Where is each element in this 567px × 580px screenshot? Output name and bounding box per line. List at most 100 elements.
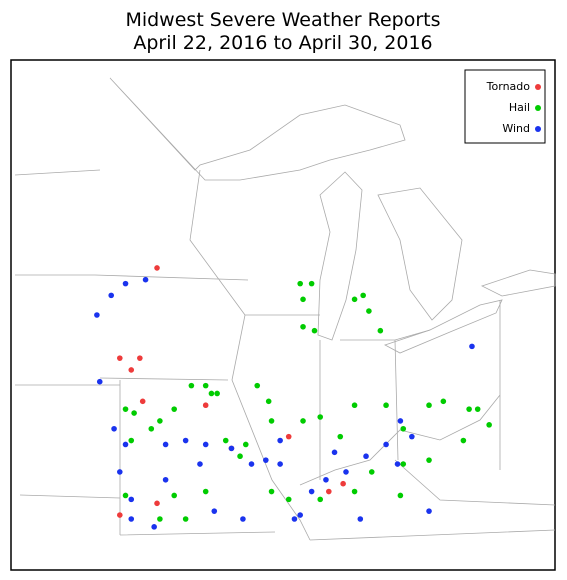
report-dot — [117, 512, 123, 518]
report-dot — [211, 508, 218, 514]
report-dot — [383, 402, 389, 409]
report-dot — [128, 437, 135, 444]
title-line: Midwest Severe Weather Reports — [125, 9, 440, 31]
report-dot — [157, 516, 163, 522]
report-dot — [466, 406, 472, 412]
report-dot — [108, 292, 115, 299]
legend-label: Tornado — [486, 80, 531, 93]
report-dot — [469, 343, 475, 350]
report-dot — [117, 355, 123, 361]
title-line: April 22, 2016 to April 30, 2016 — [133, 32, 432, 54]
report-dot — [139, 398, 146, 405]
report-dot — [397, 418, 404, 424]
report-dot — [326, 488, 332, 495]
report-dot — [228, 445, 235, 452]
report-dot — [397, 492, 404, 499]
report-dot — [162, 476, 169, 483]
report-dot — [317, 496, 324, 503]
report-dot — [383, 441, 389, 448]
report-dot — [360, 292, 366, 299]
report-dot — [171, 492, 177, 499]
report-dot — [154, 500, 160, 507]
report-dot — [394, 461, 401, 467]
report-dot — [426, 402, 432, 409]
report-dot — [300, 296, 306, 303]
report-dot — [117, 469, 123, 475]
report-dot — [128, 367, 135, 373]
report-dot — [128, 516, 135, 522]
report-dot — [409, 433, 415, 440]
report-dot — [343, 469, 349, 475]
report-dot — [197, 461, 203, 467]
report-dot — [148, 425, 155, 432]
report-dot — [268, 488, 275, 495]
report-dot — [366, 308, 372, 314]
report-dot — [460, 437, 467, 444]
report-dot — [357, 516, 364, 522]
report-dot — [137, 355, 143, 361]
report-dot — [94, 312, 100, 318]
report-dot — [377, 327, 384, 334]
report-dot — [351, 488, 358, 495]
report-dot — [142, 276, 149, 283]
report-dot — [202, 441, 209, 448]
report-dot — [268, 418, 275, 424]
report-dot — [308, 488, 315, 495]
report-dot — [317, 414, 324, 420]
report-dot — [337, 433, 344, 440]
report-dot — [263, 457, 269, 463]
report-dot — [291, 516, 298, 522]
legend-label: Hail — [509, 101, 530, 114]
report-dot — [297, 280, 303, 287]
report-dot — [111, 425, 117, 432]
report-dot — [300, 418, 306, 424]
report-dot — [426, 457, 432, 463]
report-dot — [277, 437, 283, 444]
report-dot — [131, 410, 137, 416]
legend-dot — [535, 84, 541, 90]
report-dot — [331, 449, 338, 456]
report-dot — [297, 512, 303, 518]
report-dot — [285, 496, 292, 503]
report-dot — [368, 469, 375, 475]
report-dot — [248, 461, 255, 467]
report-dot — [188, 382, 195, 389]
report-dot — [351, 296, 358, 303]
report-dot — [182, 516, 189, 522]
report-dot — [182, 437, 189, 444]
report-dot — [426, 508, 432, 514]
report-dot — [162, 441, 169, 448]
report-dot — [308, 280, 315, 287]
report-dot — [254, 382, 261, 389]
report-dot — [154, 265, 160, 271]
report-dot — [151, 524, 157, 530]
report-dot — [214, 390, 220, 397]
report-dot — [122, 492, 129, 499]
report-dot — [122, 406, 129, 412]
legend-box — [464, 69, 546, 144]
report-dot — [474, 406, 481, 412]
report-dot — [265, 398, 272, 405]
report-dot — [171, 406, 177, 412]
legend-dot — [535, 126, 541, 132]
report-dot — [157, 418, 163, 424]
report-dot — [486, 422, 492, 428]
report-dot — [122, 441, 129, 448]
report-dot — [202, 488, 209, 495]
report-dot — [300, 323, 306, 330]
report-dot — [202, 382, 209, 389]
report-dot — [96, 378, 103, 385]
report-dot — [202, 402, 209, 409]
report-dot — [323, 476, 329, 483]
report-dot — [351, 402, 358, 409]
report-dot — [222, 437, 229, 444]
report-dot — [277, 461, 283, 467]
report-dot — [237, 453, 243, 460]
report-dot — [400, 461, 407, 467]
legend-dot — [535, 105, 541, 111]
report-dot — [340, 480, 346, 487]
report-dot — [242, 441, 249, 448]
report-dot — [285, 433, 292, 440]
report-dot — [311, 327, 318, 334]
